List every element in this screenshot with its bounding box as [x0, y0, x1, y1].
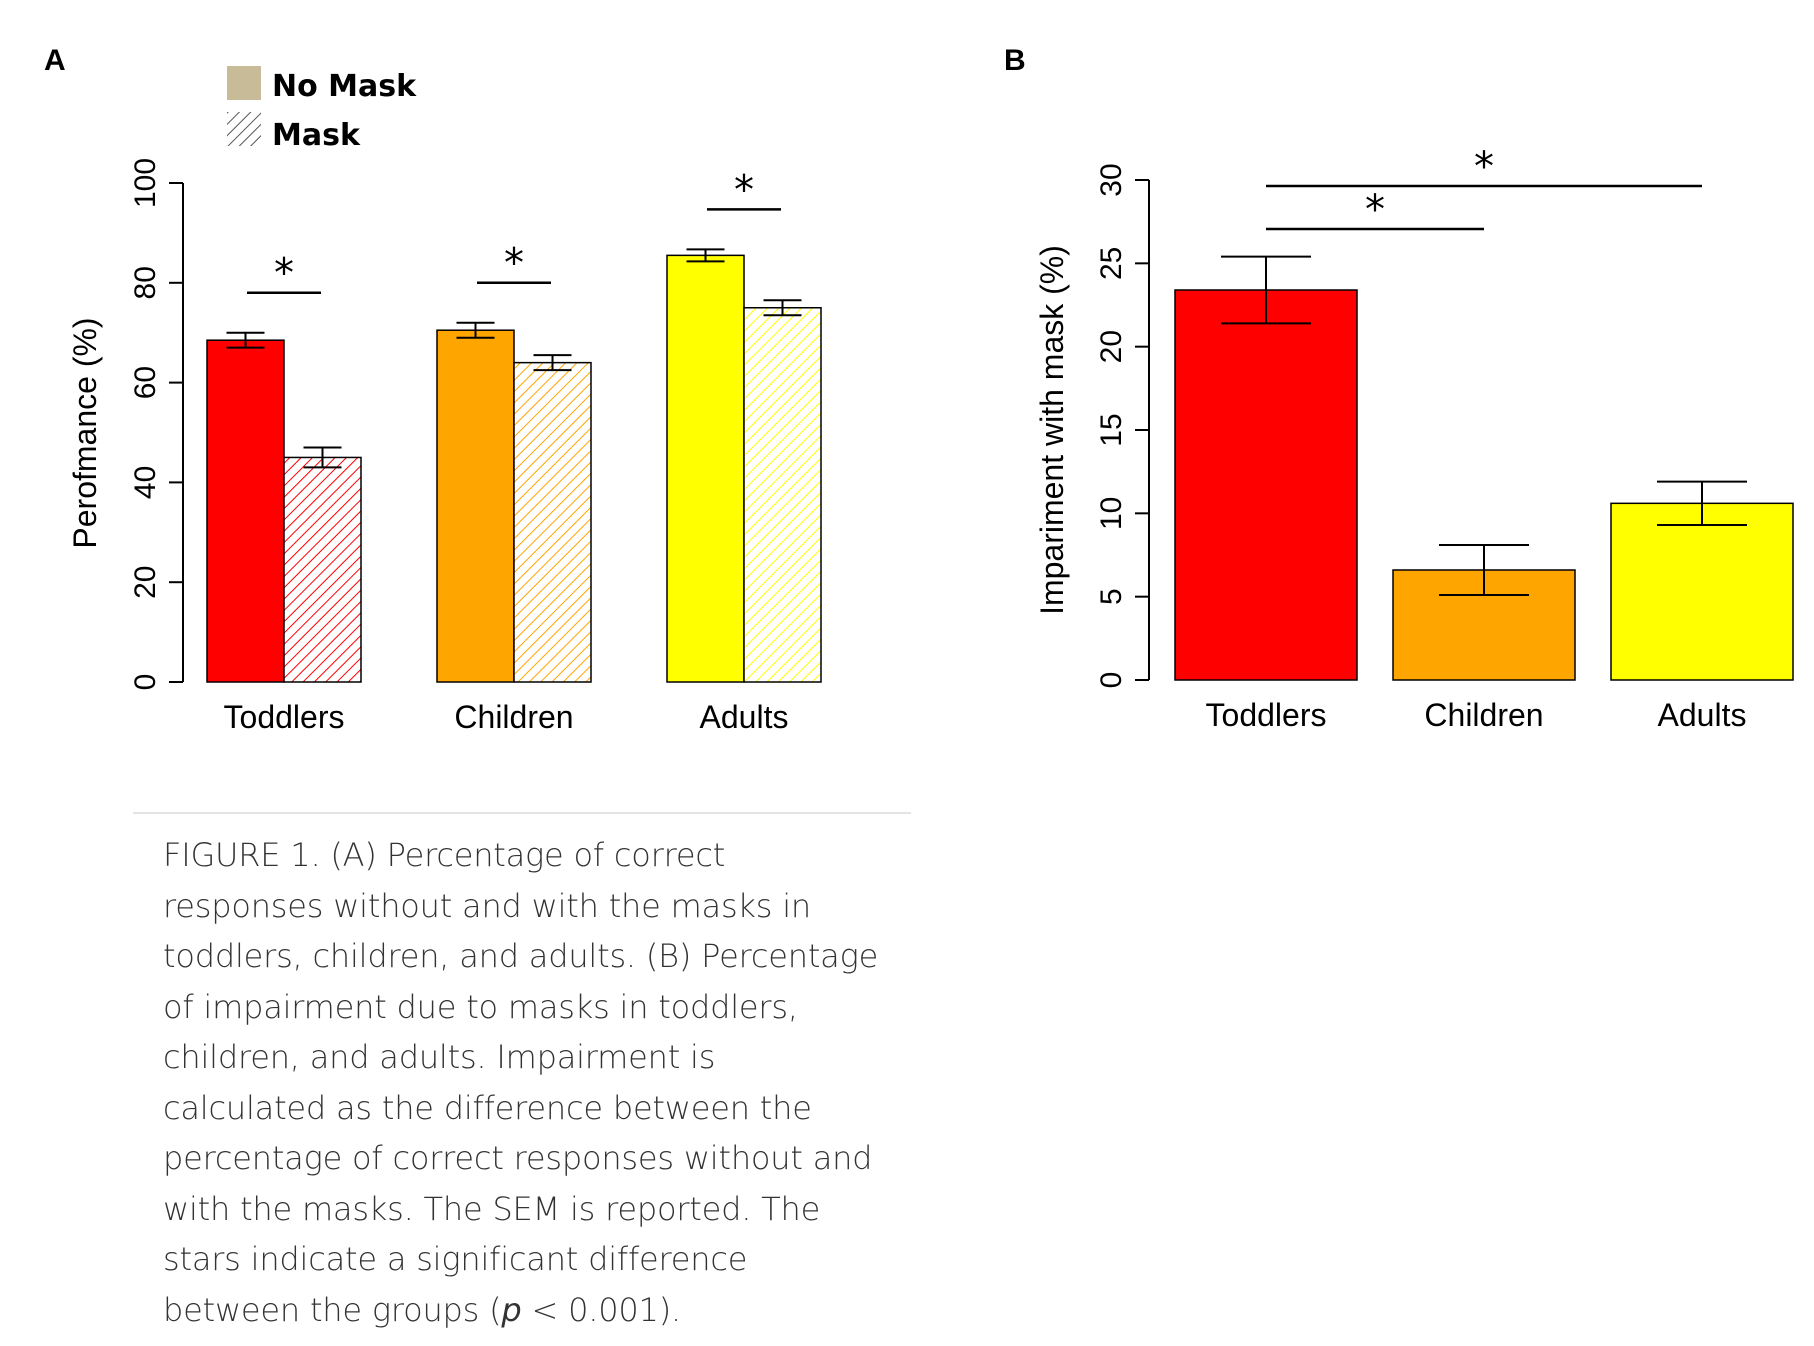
- y-tick-label: 0: [1095, 672, 1128, 689]
- y-axis-title: Perofmance (%): [67, 317, 103, 548]
- y-tick-label: 30: [1095, 163, 1128, 196]
- y-tick-label: 25: [1095, 247, 1128, 280]
- bar-adults-mask: [743, 307, 822, 683]
- y-tick-label: 40: [129, 466, 162, 499]
- divider: [133, 812, 911, 814]
- y-tick-label: 20: [129, 566, 162, 599]
- significance-star: *: [274, 251, 294, 297]
- caption-text: FIGURE 1. (A) Percentage of correct resp…: [163, 836, 879, 1329]
- y-tick-label: 15: [1095, 413, 1128, 446]
- legend-label-mask: Mask: [272, 118, 361, 153]
- bar-toddlers: [1174, 289, 1358, 681]
- significance-star: *: [734, 167, 754, 213]
- x-tick-label: Toddlers: [1206, 697, 1327, 733]
- y-tick-label: 100: [129, 158, 162, 208]
- y-axis: 0 20 40 60 80 100: [129, 158, 184, 691]
- y-tick-label: 60: [129, 366, 162, 399]
- legend: No Mask Mask: [227, 66, 417, 153]
- x-tick-label: Toddlers: [224, 699, 345, 735]
- y-tick-label: 5: [1095, 588, 1128, 605]
- significance-star: *: [1365, 187, 1385, 233]
- panel-b-letter: B: [1004, 44, 1026, 77]
- y-axis: 0 5 10 15 20 25 30: [1095, 163, 1150, 689]
- y-tick-label: 10: [1095, 497, 1128, 530]
- panel-a-chart: A No Mask Mask 0 20 40 60 80 100 Perofmance (…: [44, 44, 822, 735]
- legend-label-no-mask: No Mask: [272, 69, 417, 104]
- bars: Toddlers Children Adults * *: [1174, 144, 1794, 733]
- bars: Toddlers * Children * Adults *: [206, 167, 822, 735]
- legend-swatch-no-mask: [227, 66, 261, 100]
- significance-star: *: [1474, 144, 1494, 190]
- bar-adults-no-mask: [666, 254, 745, 683]
- significance-star: *: [504, 241, 524, 287]
- y-tick-label: 80: [129, 266, 162, 299]
- x-tick-label: Children: [454, 699, 573, 735]
- caption-p-symbol: p: [501, 1290, 522, 1329]
- bar-toddlers-no-mask: [206, 339, 285, 683]
- caption-text-end: < 0.001).: [521, 1290, 682, 1329]
- y-tick-label: 0: [129, 674, 162, 691]
- x-tick-label: Adults: [1658, 697, 1747, 733]
- legend-swatch-mask: [227, 112, 261, 146]
- y-tick-label: 20: [1095, 330, 1128, 363]
- y-axis-title: Impariment with mask (%): [1034, 245, 1070, 615]
- bar-toddlers-mask: [283, 456, 362, 683]
- bar-adults: [1610, 502, 1794, 681]
- figure-caption: FIGURE 1. (A) Percentage of correct resp…: [163, 830, 883, 1335]
- bar-children-mask: [513, 361, 592, 683]
- x-tick-label: Children: [1424, 697, 1543, 733]
- panel-a-letter: A: [44, 44, 66, 77]
- x-tick-label: Adults: [700, 699, 789, 735]
- bar-children-no-mask: [436, 329, 515, 683]
